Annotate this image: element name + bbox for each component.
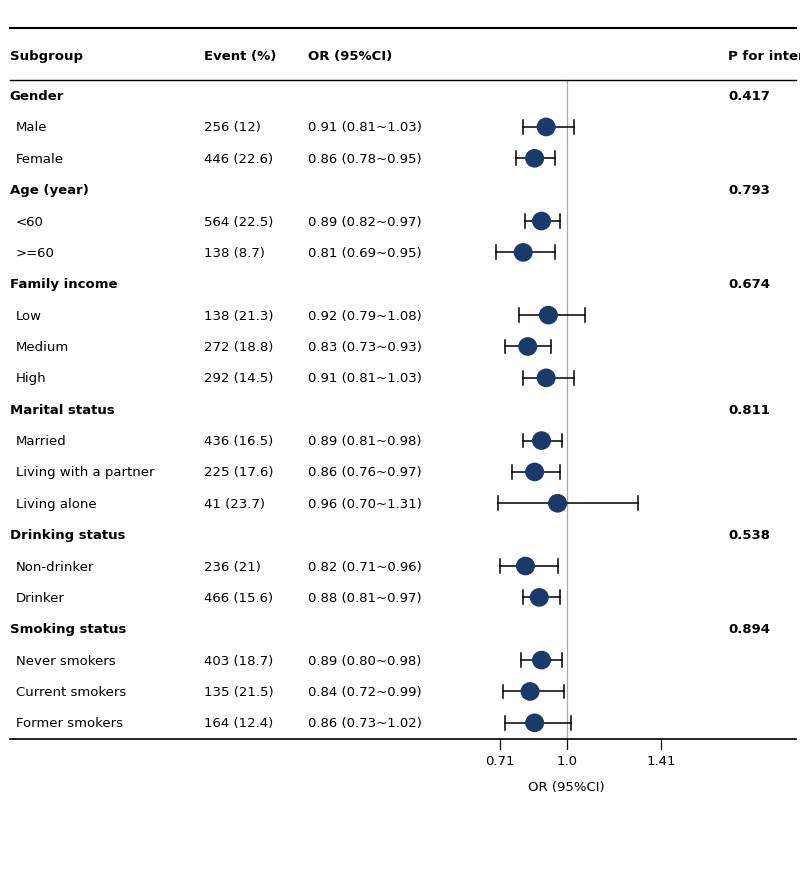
Text: 0.89 (0.82~0.97): 0.89 (0.82~0.97) — [308, 216, 422, 229]
Text: Non-drinker: Non-drinker — [16, 560, 94, 573]
Text: 0.811: 0.811 — [728, 403, 770, 416]
Text: 138 (8.7): 138 (8.7) — [204, 247, 265, 260]
Text: 164 (12.4): 164 (12.4) — [204, 717, 274, 729]
Ellipse shape — [538, 370, 555, 387]
Ellipse shape — [533, 213, 550, 230]
Text: 0.71: 0.71 — [486, 754, 515, 767]
Text: 0.417: 0.417 — [728, 90, 770, 103]
Text: 446 (22.6): 446 (22.6) — [204, 153, 273, 166]
Text: 0.793: 0.793 — [728, 184, 770, 197]
Ellipse shape — [540, 307, 558, 324]
Text: 225 (17.6): 225 (17.6) — [204, 466, 274, 479]
Ellipse shape — [514, 244, 532, 262]
Ellipse shape — [549, 495, 566, 513]
Text: Male: Male — [16, 122, 47, 135]
Text: 1.41: 1.41 — [646, 754, 676, 767]
Ellipse shape — [533, 433, 550, 449]
Text: Never smokers: Never smokers — [16, 653, 116, 667]
Text: 0.82 (0.71~0.96): 0.82 (0.71~0.96) — [308, 560, 422, 573]
Text: 0.91 (0.81~1.03): 0.91 (0.81~1.03) — [308, 122, 422, 135]
Ellipse shape — [526, 714, 543, 732]
Text: <60: <60 — [16, 216, 44, 229]
Text: 0.96 (0.70~1.31): 0.96 (0.70~1.31) — [308, 497, 422, 510]
Text: Family income: Family income — [10, 278, 117, 291]
Text: 236 (21): 236 (21) — [204, 560, 261, 573]
Text: Gender: Gender — [10, 90, 64, 103]
Text: Married: Married — [16, 434, 66, 448]
Text: 272 (18.8): 272 (18.8) — [204, 341, 274, 354]
Text: 41 (23.7): 41 (23.7) — [204, 497, 265, 510]
Text: 0.86 (0.73~1.02): 0.86 (0.73~1.02) — [308, 717, 422, 729]
Text: 0.86 (0.78~0.95): 0.86 (0.78~0.95) — [308, 153, 422, 166]
Text: Drinking status: Drinking status — [10, 528, 125, 541]
Ellipse shape — [530, 589, 548, 607]
Text: 0.674: 0.674 — [728, 278, 770, 291]
Text: 256 (12): 256 (12) — [204, 122, 261, 135]
Text: 0.92 (0.79~1.08): 0.92 (0.79~1.08) — [308, 309, 422, 322]
Text: Living alone: Living alone — [16, 497, 97, 510]
Text: Subgroup: Subgroup — [10, 50, 82, 63]
Text: 135 (21.5): 135 (21.5) — [204, 685, 274, 698]
Text: 0.89 (0.81~0.98): 0.89 (0.81~0.98) — [308, 434, 422, 448]
Text: 403 (18.7): 403 (18.7) — [204, 653, 274, 667]
Text: 1.0: 1.0 — [556, 754, 578, 767]
Text: 0.894: 0.894 — [728, 622, 770, 635]
Text: OR (95%CI): OR (95%CI) — [308, 50, 392, 63]
Text: 138 (21.3): 138 (21.3) — [204, 309, 274, 322]
Text: 0.86 (0.76~0.97): 0.86 (0.76~0.97) — [308, 466, 422, 479]
Text: 0.81 (0.69~0.95): 0.81 (0.69~0.95) — [308, 247, 422, 260]
Text: 0.83 (0.73~0.93): 0.83 (0.73~0.93) — [308, 341, 422, 354]
Text: Smoking status: Smoking status — [10, 622, 126, 635]
Text: 436 (16.5): 436 (16.5) — [204, 434, 274, 448]
Text: Marital status: Marital status — [10, 403, 114, 416]
Text: 0.84 (0.72~0.99): 0.84 (0.72~0.99) — [308, 685, 422, 698]
Text: 292 (14.5): 292 (14.5) — [204, 372, 274, 385]
Text: Event (%): Event (%) — [204, 50, 276, 63]
Text: Former smokers: Former smokers — [16, 717, 123, 729]
Text: 0.538: 0.538 — [728, 528, 770, 541]
Ellipse shape — [538, 119, 555, 136]
Text: 0.88 (0.81~0.97): 0.88 (0.81~0.97) — [308, 591, 422, 604]
Text: Low: Low — [16, 309, 42, 322]
Text: P for interaction: P for interaction — [728, 50, 800, 63]
Ellipse shape — [519, 338, 537, 355]
Text: 0.91 (0.81~1.03): 0.91 (0.81~1.03) — [308, 372, 422, 385]
Text: Medium: Medium — [16, 341, 70, 354]
Ellipse shape — [522, 683, 539, 700]
Text: Current smokers: Current smokers — [16, 685, 126, 698]
Text: 466 (15.6): 466 (15.6) — [204, 591, 273, 604]
Text: 564 (22.5): 564 (22.5) — [204, 216, 274, 229]
Ellipse shape — [526, 150, 543, 168]
Text: 0.89 (0.80~0.98): 0.89 (0.80~0.98) — [308, 653, 422, 667]
Ellipse shape — [526, 464, 543, 481]
Text: Living with a partner: Living with a partner — [16, 466, 154, 479]
Text: >=60: >=60 — [16, 247, 55, 260]
Text: Age (year): Age (year) — [10, 184, 89, 197]
Ellipse shape — [533, 652, 550, 669]
Text: OR (95%CI): OR (95%CI) — [529, 780, 605, 793]
Text: Female: Female — [16, 153, 64, 166]
Text: High: High — [16, 372, 46, 385]
Ellipse shape — [517, 558, 534, 575]
Text: Drinker: Drinker — [16, 591, 65, 604]
